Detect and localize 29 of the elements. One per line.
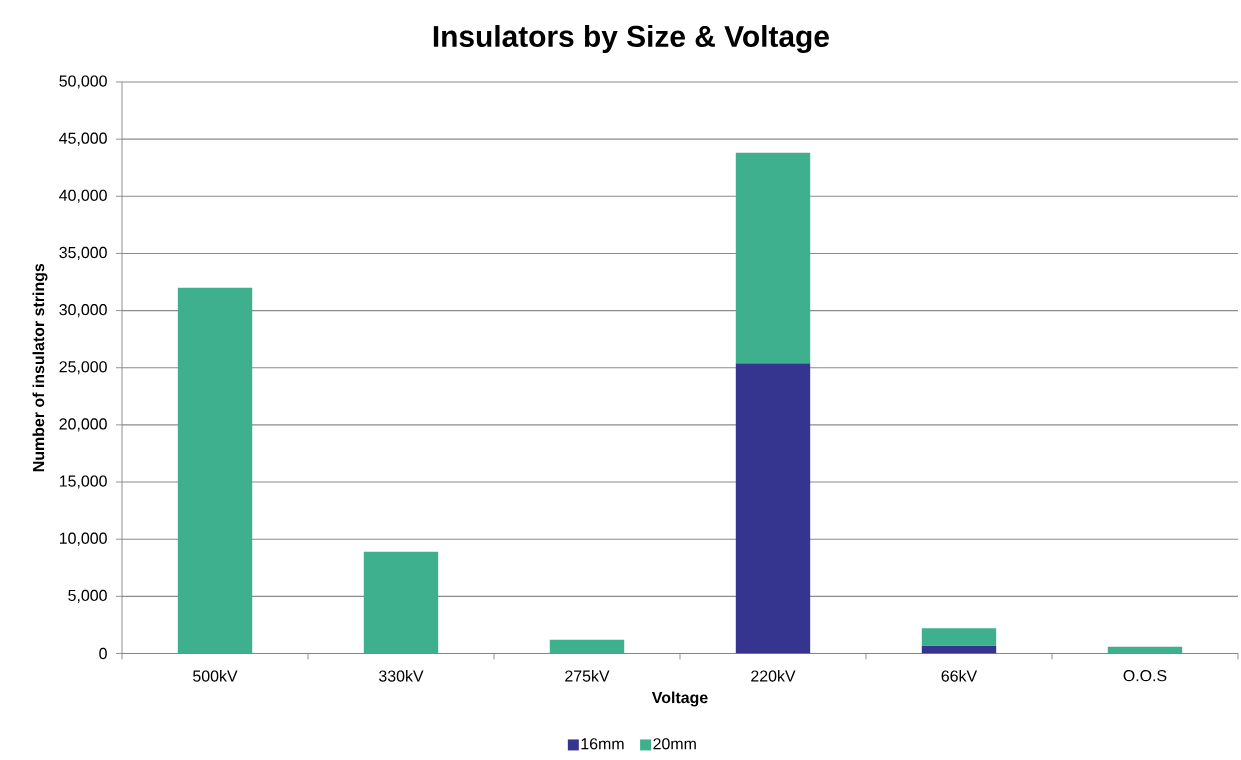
bar <box>549 639 625 654</box>
y-tick-label: 10,000 <box>59 532 107 546</box>
y-tick-label: 40,000 <box>59 189 107 203</box>
bar <box>735 363 811 654</box>
bar <box>177 287 253 654</box>
y-tick-label: 25,000 <box>59 361 107 375</box>
x-axis-title: Voltage <box>651 691 708 707</box>
legend-label: 16mm <box>581 738 624 750</box>
bar <box>921 628 997 646</box>
y-tick-label: 20,000 <box>59 418 107 432</box>
y-tick-label: 35,000 <box>59 246 107 261</box>
x-tick-label: 66kV <box>941 670 978 682</box>
y-tick-label: 30,000 <box>59 304 107 318</box>
y-axis-title: Number of insulator strings <box>32 263 48 472</box>
y-tick-label: 45,000 <box>59 132 107 146</box>
x-tick-label: 275kV <box>565 670 610 682</box>
bar <box>921 645 997 654</box>
y-tick-label: 5,000 <box>68 589 107 603</box>
bar <box>735 152 811 364</box>
bar <box>363 551 439 654</box>
x-tick-label: O.O.S <box>1123 670 1167 682</box>
y-tick-label: 50,000 <box>59 75 107 89</box>
y-tick-label: 0 <box>99 647 107 660</box>
legend-label: 20mm <box>653 738 696 750</box>
chart-title: Insulators by Size & Voltage <box>433 25 829 54</box>
x-tick-label: 330kV <box>379 670 424 682</box>
x-tick-label: 500kV <box>193 670 238 682</box>
y-tick-label: 15,000 <box>59 475 107 489</box>
x-tick-label: 220kV <box>751 670 796 682</box>
